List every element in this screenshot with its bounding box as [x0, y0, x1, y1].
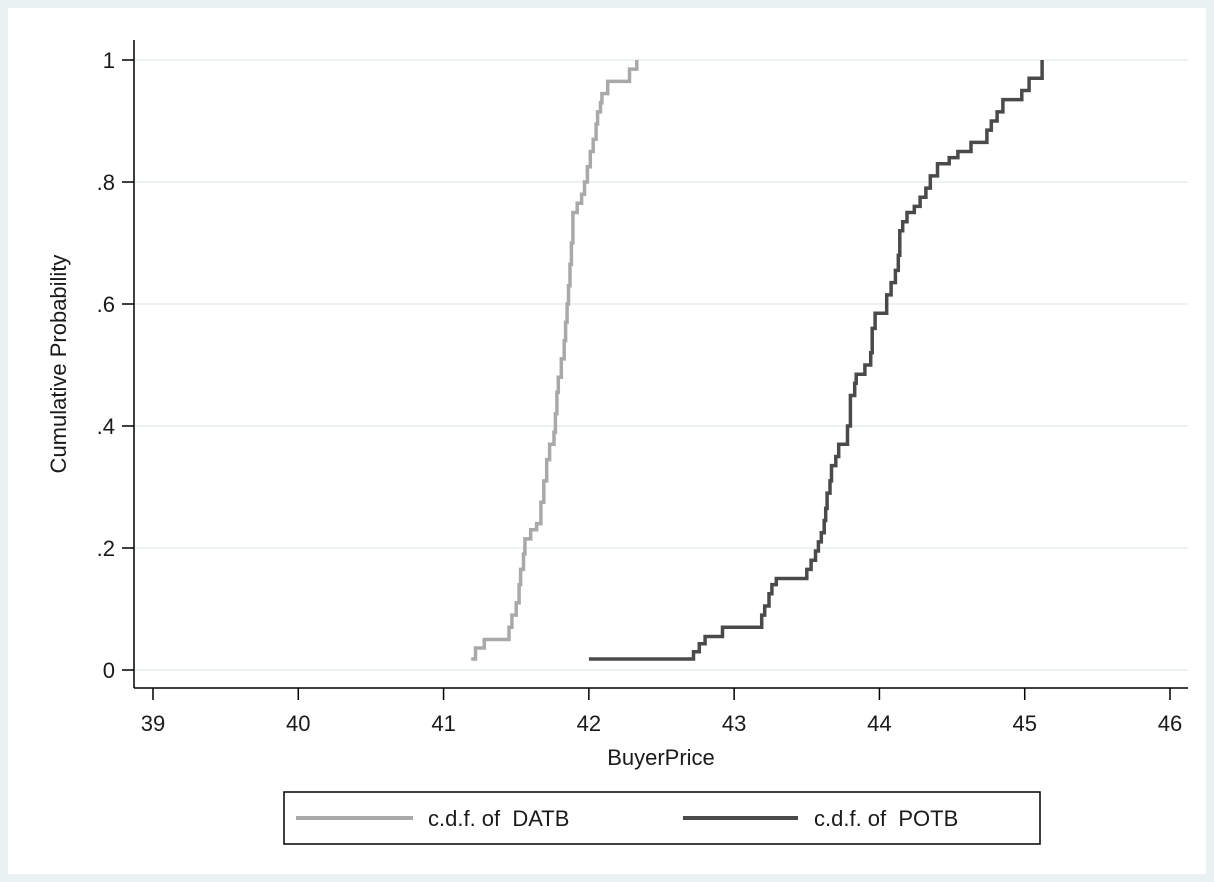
y-tick-label: .8: [97, 170, 115, 195]
series-line-potb: [588, 60, 1044, 661]
x-tick-label: 44: [867, 711, 891, 736]
y-axis-title: Cumulative Probability: [46, 255, 71, 474]
x-axis-title: BuyerPrice: [607, 745, 715, 770]
x-tick-label: 43: [722, 711, 746, 736]
gridlines: [134, 59, 1188, 671]
x-tick-label: 41: [431, 711, 455, 736]
y-tick-label: 1: [103, 48, 115, 73]
y-tick-label: .4: [97, 414, 115, 439]
legend-label-datb: c.d.f. of DATB: [428, 806, 569, 831]
y-tick-label: 0: [103, 658, 115, 683]
legend-label-potb: c.d.f. of POTB: [814, 806, 958, 831]
x-tick-label: 39: [141, 711, 165, 736]
x-tick-label: 40: [286, 711, 310, 736]
y-tick-label: .2: [97, 536, 115, 561]
plot-region: [8, 8, 1206, 874]
ticks: 0 .2 .4 .6 .8 1 39 40 41 42 43 44 45 46: [97, 48, 1183, 736]
y-tick-label: .6: [97, 292, 115, 317]
legend: c.d.f. of DATB c.d.f. of POTB: [283, 791, 1041, 845]
series-line-datb: [471, 60, 639, 661]
x-tick-label: 45: [1012, 711, 1036, 736]
axes: [133, 40, 1188, 689]
x-tick-label: 42: [577, 711, 601, 736]
x-tick-label: 46: [1158, 711, 1182, 736]
series-lines: [471, 60, 1044, 661]
